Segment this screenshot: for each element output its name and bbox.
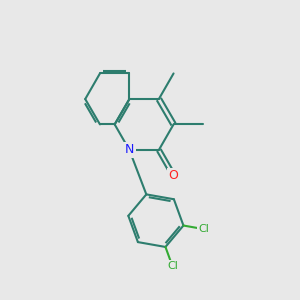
Text: Cl: Cl bbox=[167, 261, 178, 271]
Text: O: O bbox=[169, 169, 178, 182]
Text: N: N bbox=[125, 143, 134, 157]
Text: Cl: Cl bbox=[198, 224, 209, 234]
